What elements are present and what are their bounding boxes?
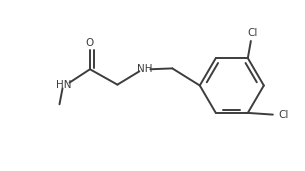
Text: HN: HN: [56, 80, 72, 90]
Text: Cl: Cl: [278, 110, 289, 120]
Text: Cl: Cl: [247, 28, 258, 38]
Text: NH: NH: [137, 64, 152, 74]
Text: O: O: [86, 38, 94, 48]
